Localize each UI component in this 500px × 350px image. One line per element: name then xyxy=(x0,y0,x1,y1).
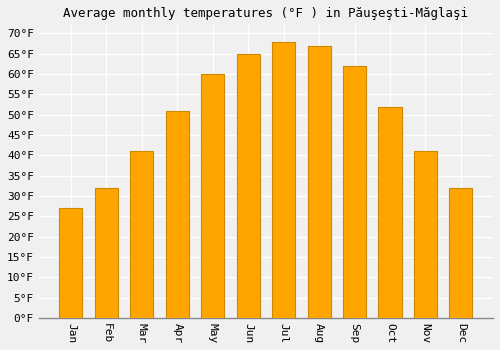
Bar xyxy=(60,208,82,318)
Title: Average monthly temperatures (°F ) in Păuşeşti-Măglaşi: Average monthly temperatures (°F ) in Pă… xyxy=(64,7,468,20)
Bar xyxy=(130,151,154,318)
Bar xyxy=(272,42,295,318)
Bar xyxy=(450,188,472,318)
Bar xyxy=(95,188,118,318)
Bar xyxy=(343,66,366,318)
Bar xyxy=(201,74,224,318)
Bar xyxy=(166,111,189,318)
Bar xyxy=(378,106,402,318)
Bar xyxy=(308,46,330,318)
Bar xyxy=(414,151,437,318)
Bar xyxy=(236,54,260,318)
